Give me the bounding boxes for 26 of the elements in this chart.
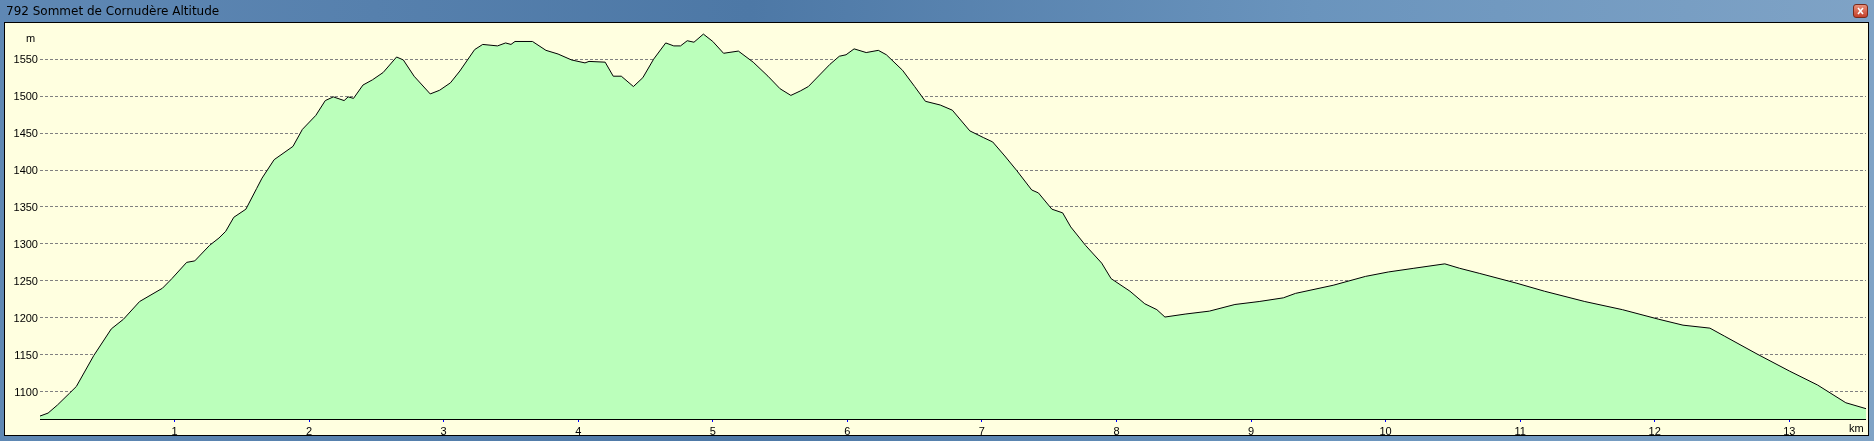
y-tick-label: 1100: [14, 385, 38, 398]
y-tick-label: 1150: [14, 348, 38, 361]
y-tick-label: 1200: [13, 311, 38, 324]
x-tick-label: 4: [575, 425, 582, 438]
y-tick-label: 1400: [13, 163, 38, 176]
y-tick-label: 1250: [13, 274, 38, 287]
x-tick-label: 10: [1379, 425, 1392, 438]
y-tick-label: 1500: [13, 89, 38, 102]
x-tick-label: 3: [440, 425, 447, 438]
x-tick-label: 5: [709, 425, 716, 438]
x-tick-label: 11: [1514, 425, 1526, 438]
x-tick-label: 9: [1247, 425, 1255, 438]
x-axis-title: km: [1849, 422, 1864, 434]
x-tick-label: 7: [978, 425, 985, 438]
y-tick-label: 1450: [13, 126, 38, 139]
y-axis-title: m: [26, 32, 36, 44]
y-tick-label: 1550: [13, 53, 38, 66]
x-tick-label: 13: [1783, 425, 1796, 438]
x-tick-label: 8: [1113, 425, 1120, 438]
x-tick-label: 12: [1648, 425, 1661, 438]
x-tick-label: 1: [171, 425, 178, 438]
x-tick-label: 6: [844, 425, 851, 438]
x-tick-label: 2: [306, 425, 313, 438]
y-tick-label: 1300: [13, 237, 38, 250]
y-tick-label: 1350: [13, 200, 38, 213]
chart-title: 792 Sommet de Cornudère Altitude: [6, 3, 220, 19]
